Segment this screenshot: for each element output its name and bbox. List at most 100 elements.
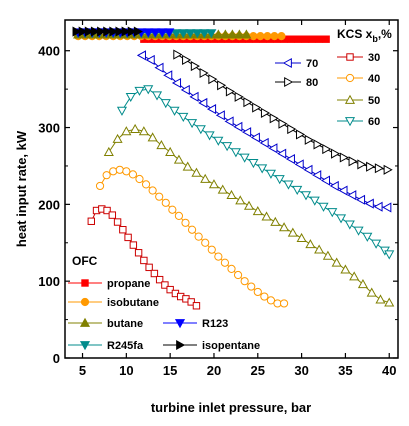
data-point-30 [145,263,153,272]
legend-marker-butane [79,317,91,327]
data-point-80 [234,91,244,102]
legend-item-kcs-80: 80 [275,76,318,89]
x-tick-label: 20 [207,363,221,378]
data-point-70 [347,190,357,201]
data-point-70 [338,185,348,196]
data-point-30 [124,233,132,242]
data-point-50 [279,222,290,232]
data-point-40 [102,171,111,180]
data-point-60 [292,185,303,195]
y-axis-title: heat input rate, kW [14,130,29,247]
data-point-r245fa [178,29,189,39]
data-point-40 [141,180,151,189]
y-tick-label: 100 [38,274,60,289]
data-point-50 [138,126,149,136]
data-point-60 [309,196,320,206]
data-point-propane [308,35,316,43]
data-point-80 [313,139,323,150]
series-isopentane [72,26,143,37]
legend-label-60: 60 [368,116,380,128]
data-point-50 [208,179,220,189]
data-point-r123 [143,28,154,38]
data-point-50 [366,287,377,297]
data-point-70 [242,127,252,138]
data-point-60 [274,175,285,185]
data-point-isobutane [270,32,279,41]
data-point-40 [174,211,184,220]
data-point-60 [335,214,347,224]
data-point-30 [119,226,127,234]
data-point-60 [125,92,136,103]
data-point-60 [300,191,312,201]
data-point-50 [322,250,333,260]
data-point-isopentane [78,26,88,37]
legend-item-isopentane: isopentane [163,339,260,352]
data-point-60 [204,131,215,141]
data-point-50 [357,279,368,289]
data-point-80 [322,144,332,155]
data-point-60 [318,202,329,212]
data-point-80 [260,107,271,118]
legend-label-30: 30 [368,52,380,64]
data-point-80 [199,67,209,79]
data-point-50 [331,257,342,267]
data-point-30 [150,269,159,278]
legend-label-70: 70 [306,58,318,70]
data-point-30 [134,249,143,257]
legend-label-r245fa: R245fa [107,340,144,352]
data-point-isopentane [103,26,113,37]
data-point-50 [287,227,298,237]
data-point-70 [294,159,304,170]
data-point-80 [383,164,393,175]
data-point-80 [225,86,235,97]
data-point-60 [134,86,145,96]
data-point-70 [303,164,313,175]
legend-marker-70 [282,57,292,69]
data-point-70 [373,201,383,212]
data-point-40 [135,174,144,184]
legend-label-40: 40 [368,73,380,85]
data-point-80 [208,74,218,85]
legend-marker-40 [345,73,355,83]
y-tick-label: 0 [53,351,60,366]
data-point-30 [113,218,122,226]
data-point-isopentane [90,26,101,37]
series-30 [87,205,201,310]
data-point-60 [239,153,250,163]
legend-marker-30 [346,53,354,61]
data-point-70 [312,170,322,181]
data-point-50 [235,195,246,205]
data-point-40 [214,252,223,261]
data-point-70 [145,54,155,65]
data-point-50 [340,264,351,274]
data-point-70 [364,198,374,209]
data-point-butane [241,29,252,39]
series-layer [72,26,395,310]
data-point-r245fa [185,29,196,39]
data-point-40 [227,264,236,273]
series-50 [103,123,395,307]
data-point-50 [270,216,281,226]
data-point-r123 [164,28,175,38]
data-point-40 [155,192,164,201]
data-point-isobutane [249,32,258,41]
x-tick-label: 40 [382,363,396,378]
data-point-isopentane [127,26,137,37]
data-point-50 [314,244,325,254]
legend-label-80: 80 [306,77,318,89]
y-tick-label: 200 [38,197,60,212]
data-point-50 [200,173,211,183]
y-tick-label: 400 [38,44,60,59]
data-point-40 [109,167,118,176]
legend-marker-60 [344,117,356,127]
y-tick-label: 300 [38,121,60,136]
data-point-60 [283,180,294,190]
data-point-40 [247,282,256,291]
data-point-60 [116,106,128,116]
data-point-70 [268,143,278,154]
series-80 [173,49,393,175]
legend-marker-isopentane [176,339,186,351]
data-point-butane [227,29,238,39]
data-point-40 [187,225,197,234]
